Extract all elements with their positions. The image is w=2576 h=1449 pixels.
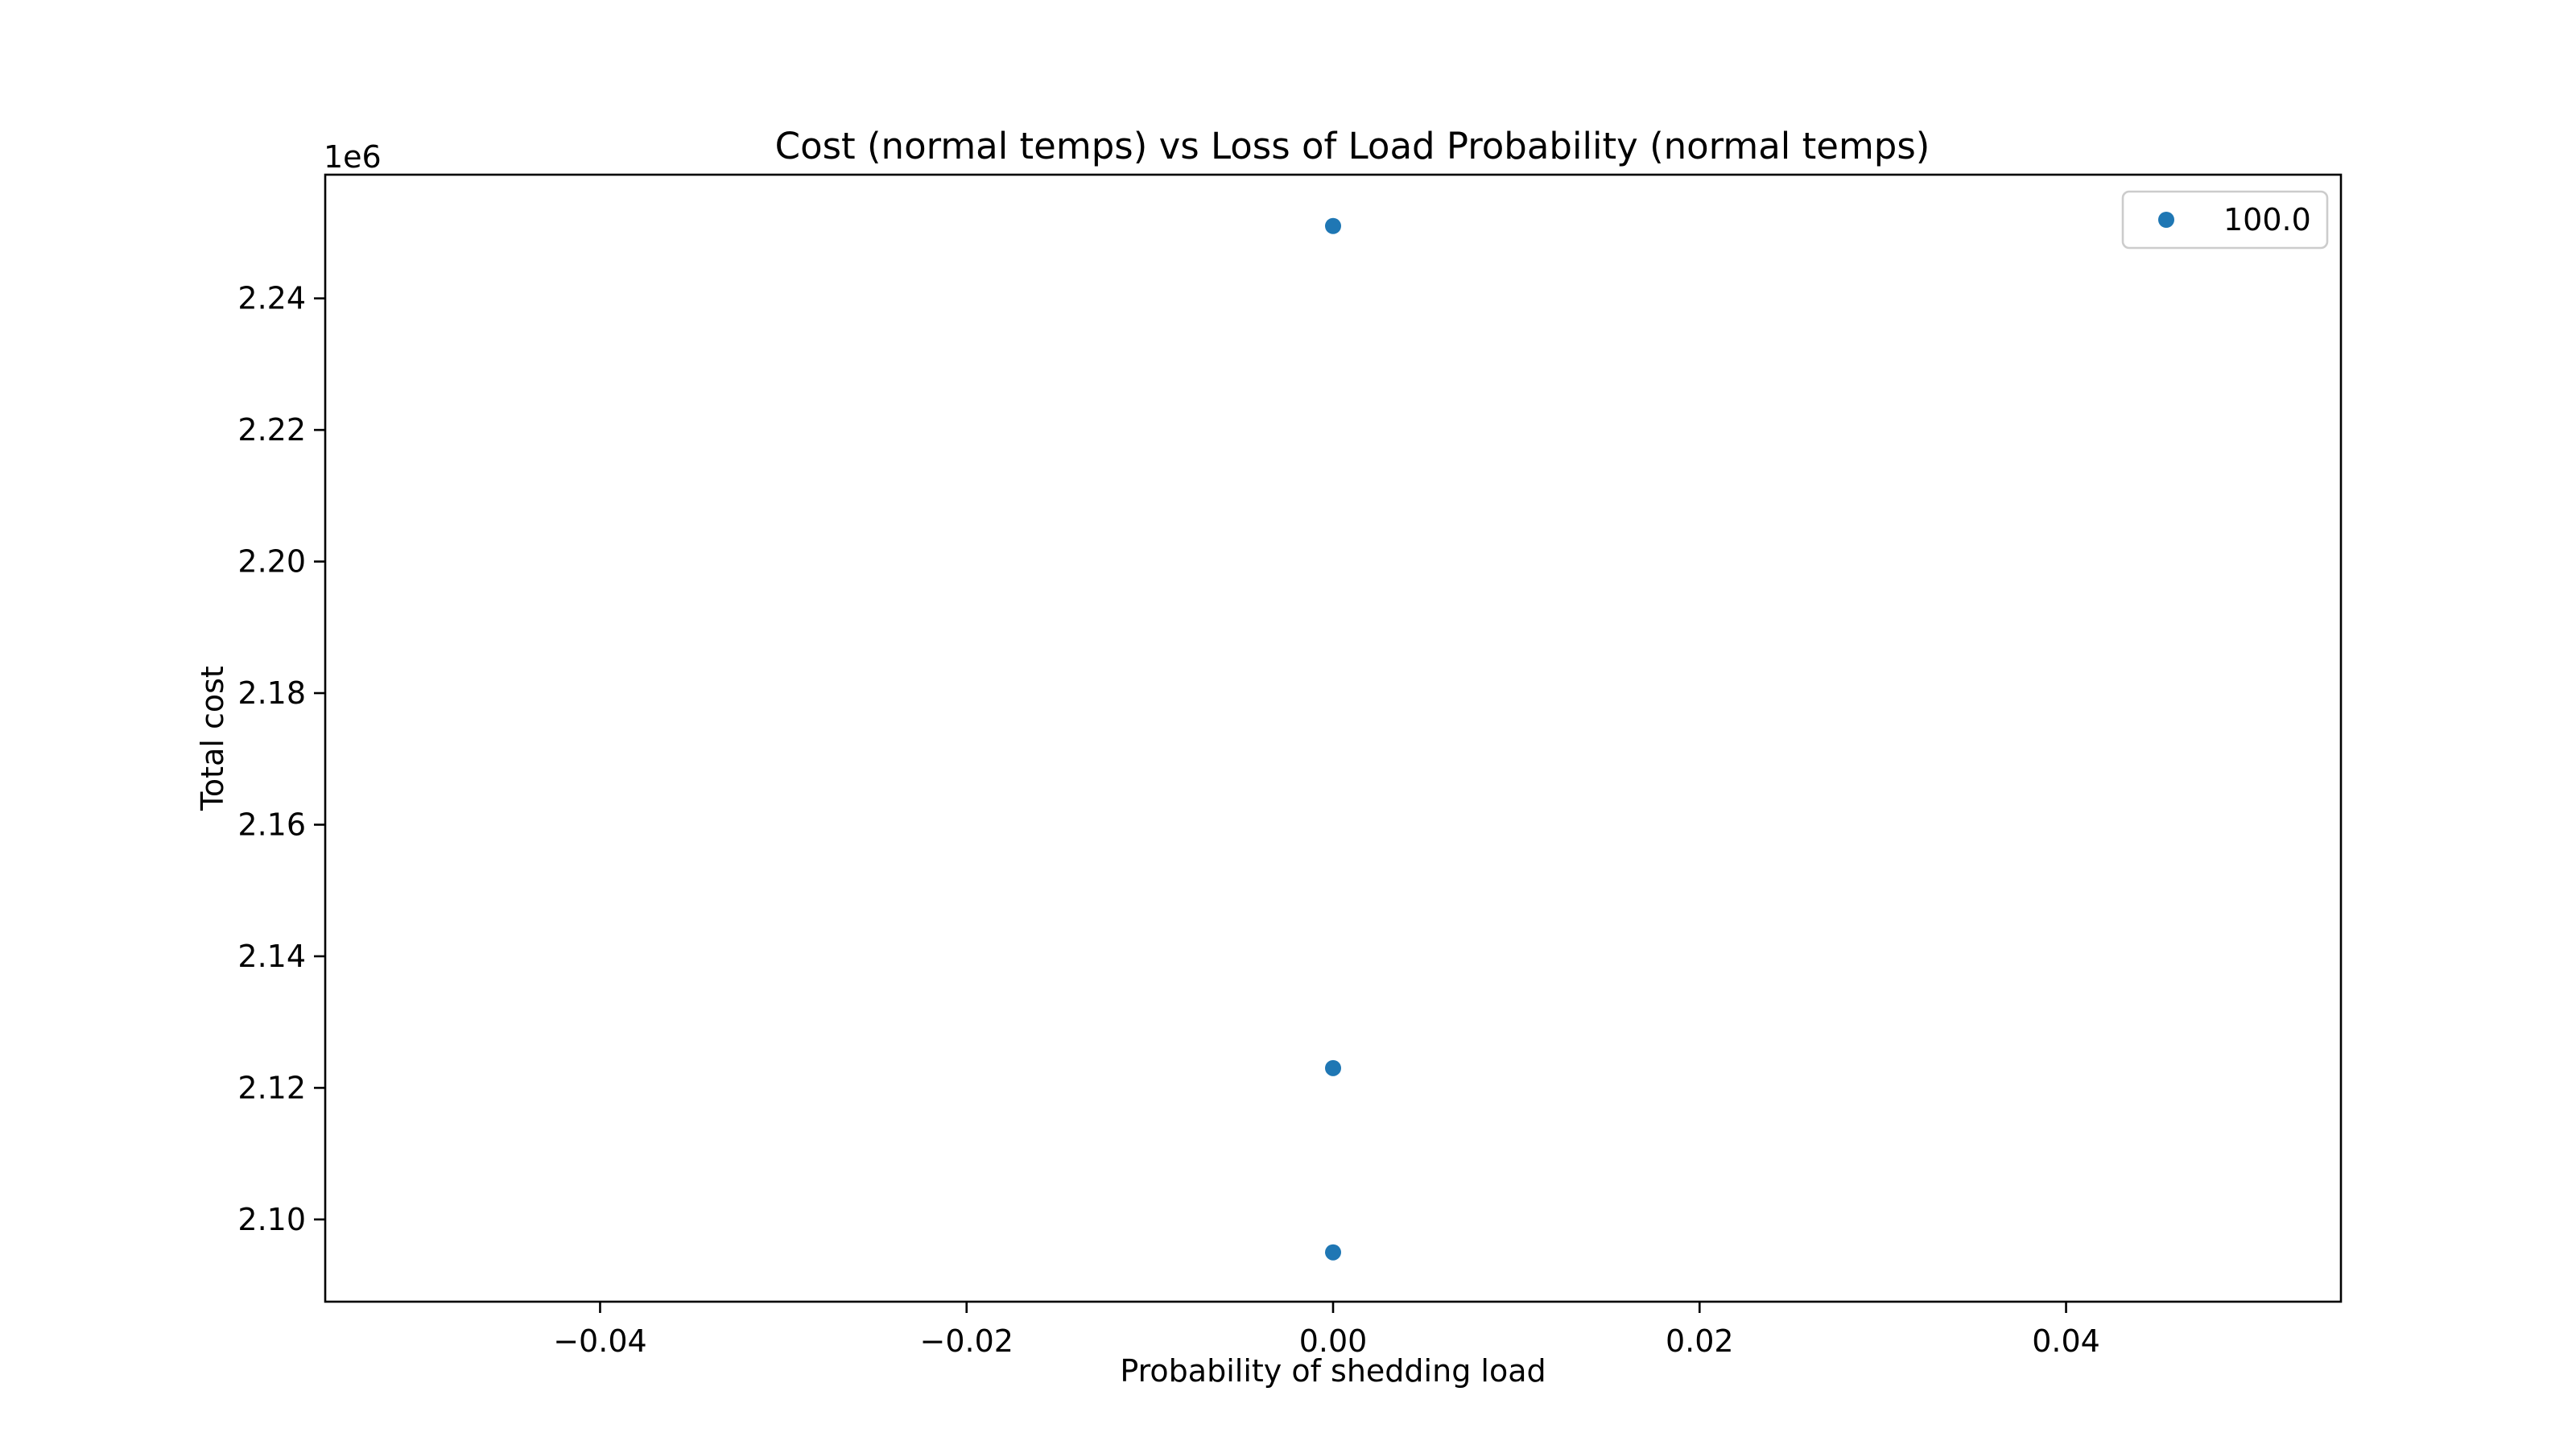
x-tick-label: −0.02 xyxy=(920,1323,1013,1359)
y-tick-label: 2.22 xyxy=(237,412,306,448)
x-axis-ticks: −0.04 −0.02 0.00 0.02 0.04 xyxy=(553,1302,2100,1359)
y-tick-label: 2.14 xyxy=(237,939,306,974)
data-point-series-1-1 xyxy=(1325,217,1341,234)
data-point-series-1-3 xyxy=(1325,1244,1341,1261)
x-tick-label: 0.02 xyxy=(1666,1323,1734,1359)
x-tick-label: 0.00 xyxy=(1299,1323,1368,1359)
y-tick-label: 2.20 xyxy=(237,544,306,580)
chart-title: Cost (normal temps) vs Loss of Load Prob… xyxy=(775,125,1930,167)
x-tick-label: −0.04 xyxy=(553,1323,646,1359)
y-tick-label: 2.10 xyxy=(237,1202,306,1237)
legend-label-series-1: 100.0 xyxy=(2223,202,2311,237)
y-axis-ticks: 2.10 2.12 2.14 2.16 2.18 2.20 2.22 2.24 xyxy=(237,281,325,1237)
y-tick-label: 2.16 xyxy=(237,807,306,842)
y-axis-label: Total cost xyxy=(195,666,230,811)
legend-marker-series-1 xyxy=(2158,212,2174,228)
y-tick-label: 2.24 xyxy=(237,281,306,316)
legend-box xyxy=(2121,190,2329,250)
y-axis-offset-label: 1e6 xyxy=(324,139,382,175)
x-axis-label: Probability of shedding load xyxy=(1120,1353,1546,1389)
plot-area-frame xyxy=(324,173,2343,1303)
scatter-points xyxy=(1325,217,1341,1261)
x-tick-label: 0.04 xyxy=(2032,1323,2100,1359)
data-point-series-1-2 xyxy=(1325,1059,1341,1076)
legend: 100.0 xyxy=(2121,190,2329,250)
y-tick-label: 2.18 xyxy=(237,675,306,711)
y-tick-label: 2.12 xyxy=(237,1070,306,1105)
